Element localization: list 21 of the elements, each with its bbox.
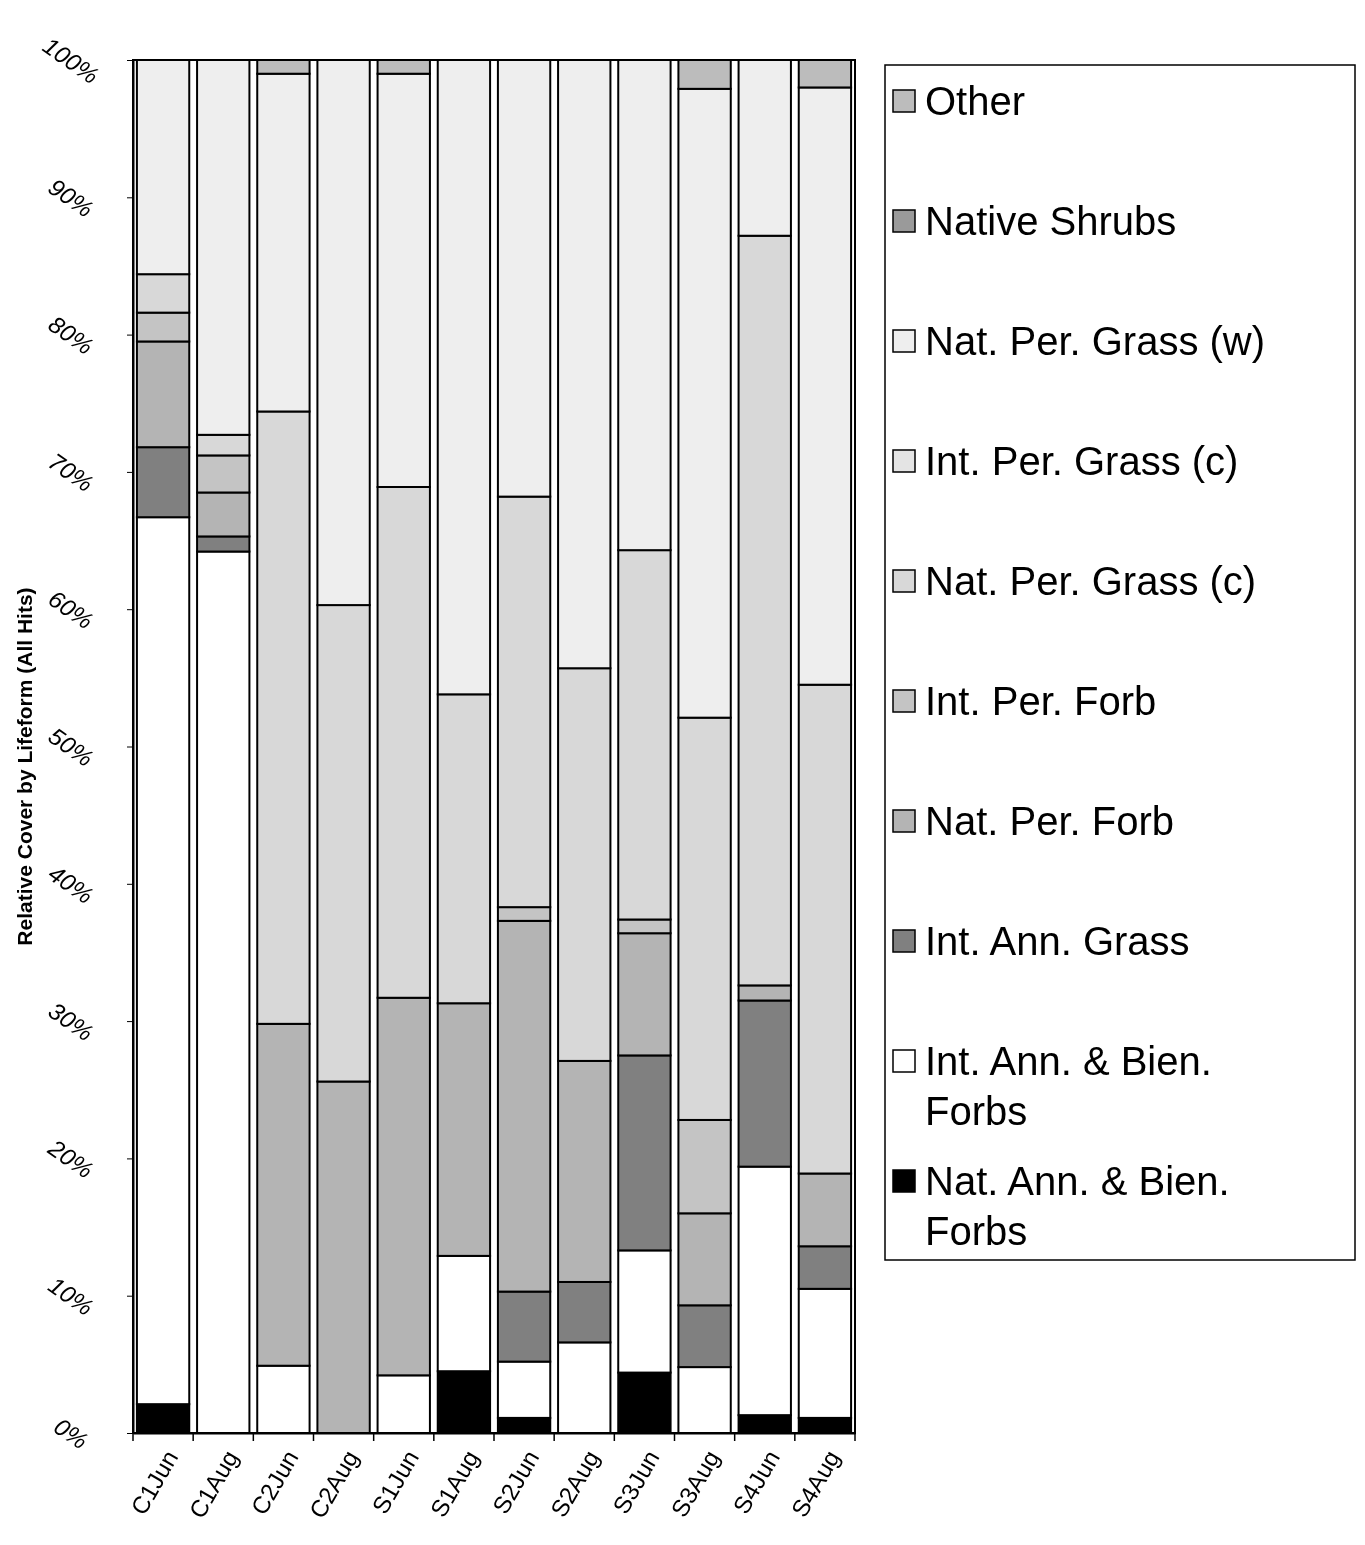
legend-label: Native Shrubs [925,199,1177,243]
y-tick-label: 0% [49,1412,94,1455]
y-tick-label: 30% [43,996,99,1047]
legend-label: Nat. Per. Grass (w) [925,319,1266,363]
y-tick-label: 10% [43,1271,99,1321]
y-tick-label: 60% [43,584,99,635]
legend-label: Int. Per. Grass (c) [925,439,1239,483]
y-tick-label: 50% [43,722,99,772]
y-axis-title: Relative Cover by Lifeform (All Hits) [13,587,36,946]
legend-label: Nat. Ann. & Bien. Forbs [925,1159,1230,1253]
y-tick-label: 90% [43,172,99,223]
y-tick-label: 20% [42,1133,99,1184]
y-tick-label: 40% [43,859,99,910]
legend-label: Int. Ann. & Bien. Forbs [925,1039,1212,1133]
legend-label: Nat. Per. Grass (c) [925,559,1257,603]
legend-label: Other [925,79,1026,123]
y-tick-label: 70% [43,447,99,498]
legend-label: Int. Per. Forb [925,679,1157,723]
y-tick-label: 80% [43,310,99,360]
legend-label: Int. Ann. Grass [925,919,1190,963]
legend-label: Nat. Per. Forb [925,799,1174,843]
